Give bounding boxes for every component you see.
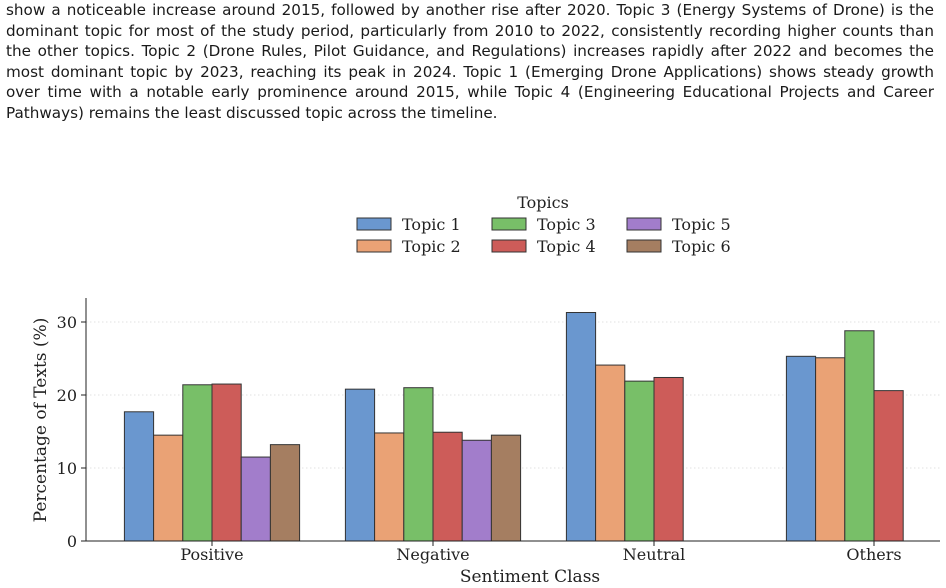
legend-label: Topic 6 [672,237,731,256]
legend-swatch [356,217,392,231]
bar-others-topic-4 [873,390,904,542]
legend-swatch [626,239,662,253]
y-ticks: 0 10 20 30 [57,313,86,551]
x-tick-label: Negative [396,545,469,564]
legend-swatch [356,239,392,253]
x-ticks: Positive Negative Neutral Others [180,541,902,564]
bar-positive-topic-4 [211,383,242,542]
bar-neutral-topic-1 [565,312,597,542]
bar-negative-topic-6 [490,434,522,542]
y-tick-label: 20 [57,386,77,405]
bar-positive-topic-3 [182,384,213,542]
x-tick-label: Others [846,545,901,564]
y-tick-label: 10 [57,459,77,478]
bar-others-topic-2 [815,357,846,542]
legend-swatch [491,239,527,253]
description-paragraph: show a noticeable increase around 2015, … [6,0,934,123]
bar-neutral-topic-3 [624,380,655,542]
bar-others-topic-3 [844,330,875,542]
bar-negative-topic-2 [374,432,405,542]
bar-negative-topic-1 [344,388,376,542]
y-tick-label: 0 [67,532,77,551]
bar-negative-topic-5 [461,439,492,542]
bar-neutral-topic-2 [595,364,626,542]
bar-others-topic-1 [785,355,817,542]
legend-label: Topic 2 [402,237,461,256]
bar-positive-topic-1 [123,411,155,542]
legend-swatch [626,217,662,231]
axes [85,298,940,542]
x-tick-label: Positive [180,545,243,564]
bar-negative-topic-3 [403,387,434,542]
x-axis-label: Sentiment Class [460,567,600,587]
bar-positive-topic-5 [240,456,271,542]
legend-label: Topic 5 [672,215,731,234]
legend-label: Topic 1 [402,215,461,234]
bar-positive-topic-2 [153,434,184,542]
chart-legend: Topics Topic 1 Topic 2 Topic 3 Topic 4 Topic… [356,193,731,256]
legend-swatch [491,217,527,231]
x-tick-label: Neutral [623,545,686,564]
legend-label: Topic 4 [537,237,596,256]
bar-negative-topic-4 [432,431,463,542]
bar-positive-topic-6 [269,444,301,542]
bars [123,312,904,542]
legend-title: Topics [517,193,569,212]
description-text: show a noticeable increase around 2015, … [6,1,934,122]
y-tick-label: 30 [57,313,77,332]
legend-label: Topic 3 [537,215,596,234]
y-axis-label: Percentage of Texts (%) [31,318,51,523]
bar-neutral-topic-4 [653,376,684,542]
